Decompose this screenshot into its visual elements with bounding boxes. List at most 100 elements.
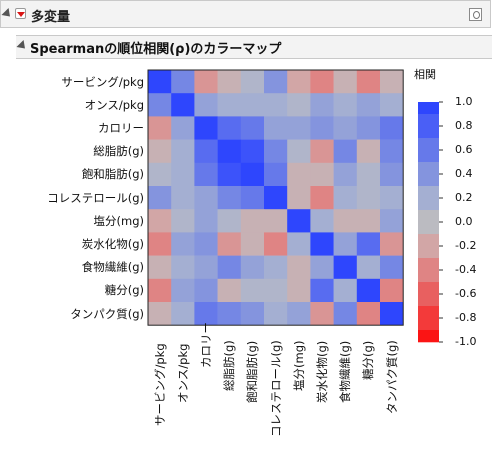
heatmap-cell: [310, 278, 334, 303]
legend-label: -0.4: [455, 263, 477, 276]
heatmap-cell: [217, 93, 242, 117]
heatmap-cell: [194, 278, 218, 303]
heatmap-cell: [264, 209, 288, 233]
heatmap-cell: [240, 70, 265, 94]
heatmap-cell: [264, 278, 288, 303]
column-label: コレステロール(g): [268, 340, 283, 437]
legend-swatch: [418, 114, 439, 139]
heatmap-cell: [171, 70, 195, 94]
heatmap-cell: [171, 116, 195, 140]
heatmap-cell: [171, 278, 195, 303]
heatmap-cell: [287, 93, 311, 117]
heatmap-cell: [310, 302, 334, 326]
heatmap-cell: [264, 186, 288, 210]
heatmap-cell: [194, 139, 218, 164]
heatmap-cell: [240, 278, 265, 303]
heatmap-cell: [264, 255, 288, 280]
heatmap-cell: [148, 93, 172, 117]
legend-swatch: [418, 162, 439, 187]
heatmap-cell: [356, 278, 381, 303]
column-label: 炭水化物(g): [315, 340, 329, 403]
heatmap-cell: [380, 186, 404, 210]
heatmap-cell: [240, 93, 265, 117]
heatmap-cell: [310, 255, 334, 280]
column-label: 糖分(g): [361, 340, 376, 380]
heatmap-cell: [217, 209, 242, 233]
heatmap-cell: [333, 93, 358, 117]
heatmap-cell: [356, 232, 381, 256]
heatmap-cell: [333, 70, 358, 94]
heatmap-cell: [240, 116, 265, 140]
heatmap-cell: [171, 302, 195, 326]
heatmap-cell: [217, 302, 242, 326]
heatmap-cell: [287, 278, 311, 303]
legend-swatch: [418, 306, 439, 331]
column-label: オンス/pkg: [175, 343, 190, 403]
pin-icon[interactable]: [469, 8, 482, 21]
heatmap-cell: [217, 232, 242, 256]
legend-label: -0.2: [455, 239, 477, 252]
heatmap-cell: [333, 116, 358, 140]
red-triangle-menu-icon[interactable]: [15, 8, 26, 19]
heatmap-cell: [310, 162, 334, 187]
heatmap-cell: [356, 302, 381, 326]
heatmap-cell: [380, 278, 404, 303]
heatmap-cell: [240, 302, 265, 326]
heatmap-cell: [171, 139, 195, 164]
heatmap-cell: [380, 255, 404, 280]
heatmap-cell: [333, 255, 358, 280]
heatmap-cell: [380, 209, 404, 233]
heatmap-frame: [147, 69, 404, 326]
row-label: 飽和脂肪(g): [81, 167, 144, 182]
heatmap-cell: [264, 232, 288, 256]
heatmap-cell: [264, 162, 288, 187]
heatmap-cell: [310, 209, 334, 233]
heatmap-cell: [264, 302, 288, 326]
row-label: 炭水化物(g): [81, 237, 144, 251]
heatmap-cell: [310, 70, 334, 94]
heatmap-cell: [380, 162, 404, 187]
heatmap-cell: [171, 93, 195, 117]
heatmap-cell: [287, 70, 311, 94]
legend-swatch: [418, 282, 439, 307]
heatmap-cell: [333, 209, 358, 233]
legend-label: 0.0: [455, 215, 473, 228]
heatmap-cell: [171, 186, 195, 210]
legend-label: 0.6: [455, 143, 473, 156]
heatmap-cell: [380, 139, 404, 164]
column-label: 塩分(mg): [291, 340, 306, 391]
legend-label: 0.8: [455, 119, 473, 132]
legend-label: 0.2: [455, 191, 473, 204]
heatmap-cell: [287, 209, 311, 233]
legend-swatch: [418, 186, 439, 211]
heatmap-cell: [380, 93, 404, 117]
heatmap-cell: [356, 186, 381, 210]
heatmap-cell: [171, 255, 195, 280]
heatmap-cell: [194, 302, 218, 326]
heatmap-cell: [380, 232, 404, 256]
heatmap-cell: [240, 232, 265, 256]
heatmap-cell: [356, 139, 381, 164]
heatmap-cell: [240, 209, 265, 233]
heatmap-cell: [287, 255, 311, 280]
heatmap-cell: [148, 278, 172, 303]
heatmap-cell: [194, 209, 218, 233]
heatmap-cell: [380, 116, 404, 140]
heatmap-cell: [310, 116, 334, 140]
heatmap-cell: [171, 209, 195, 233]
heatmap-cell: [264, 93, 288, 117]
heatmap-cell: [217, 116, 242, 140]
heatmap-cell: [194, 93, 218, 117]
row-label: コレステロール(g): [47, 190, 144, 205]
heatmap-cell: [148, 186, 172, 210]
legend-label: -1.0: [455, 335, 477, 348]
colormap-section-header[interactable]: Spearmanの順位相関(ρ)のカラーマップ: [16, 35, 492, 59]
heatmap-cell: [356, 255, 381, 280]
column-label: 食物繊維(g): [338, 340, 353, 403]
legend-swatch: [418, 210, 439, 235]
heatmap-cell: [287, 232, 311, 256]
heatmap-cell: [217, 186, 242, 210]
heatmap-cell: [194, 70, 218, 94]
heatmap-cell: [148, 209, 172, 233]
heatmap-cell: [217, 139, 242, 164]
